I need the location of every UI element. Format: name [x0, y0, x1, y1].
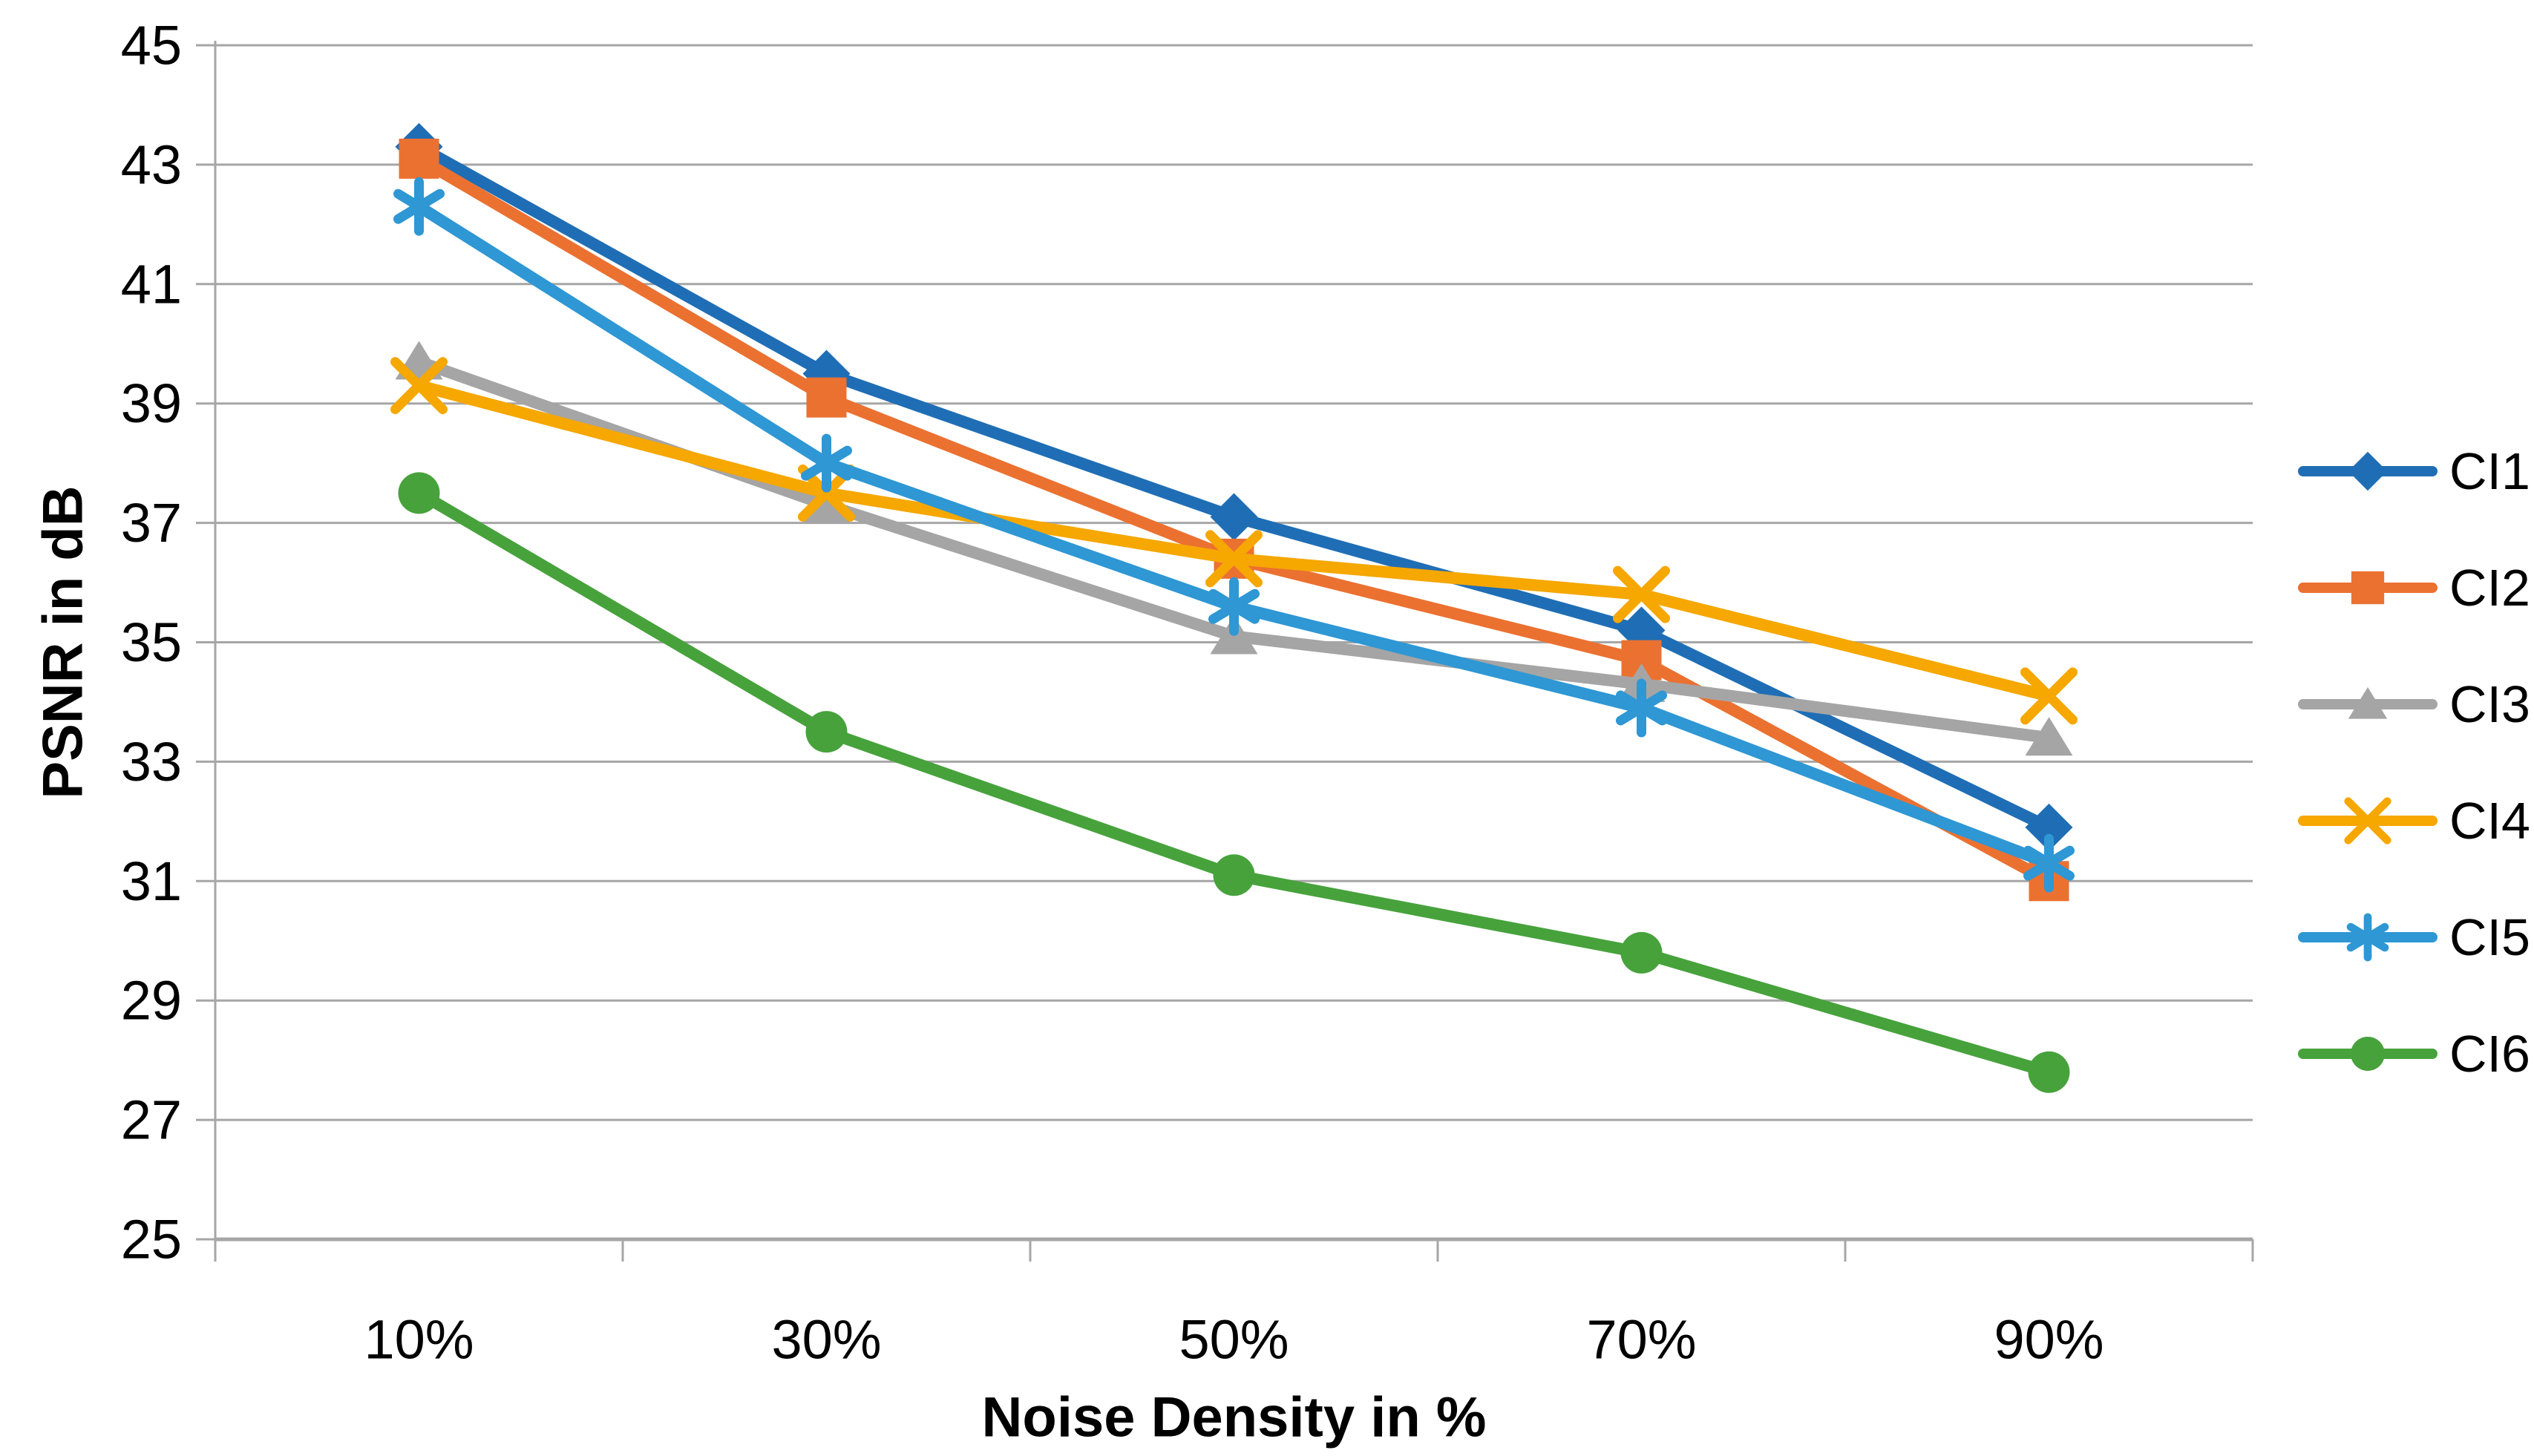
legend-item-CI4: CI4	[2298, 792, 2530, 850]
x-axis-tick-label: 90%	[1994, 1309, 2104, 1371]
legend-label-CI5: CI5	[2449, 908, 2530, 966]
circle-shape	[2028, 1051, 2070, 1093]
asterisk-shape	[1616, 678, 1667, 738]
legend-swatch-marker-CI3	[2348, 687, 2388, 719]
series-marker-CI1-50%	[1210, 493, 1258, 541]
series-marker-CI6-90%	[2028, 1051, 2070, 1093]
asterisk-shape	[1208, 577, 1260, 636]
y-axis-tick-label: 43	[121, 134, 182, 195]
circle-shape	[805, 711, 848, 753]
series-marker-CI5-90%	[2023, 833, 2075, 893]
x-shape	[2344, 797, 2391, 845]
x-shape	[390, 357, 448, 415]
y-axis-tick-label: 29	[121, 970, 182, 1032]
legend-swatch-marker-CI4	[2344, 797, 2391, 845]
y-axis-tick-label: 37	[121, 492, 182, 554]
series-marker-CI2-30%	[806, 377, 847, 418]
legend-item-CI2: CI2	[2298, 559, 2530, 617]
legend-label-CI4: CI4	[2449, 792, 2530, 850]
circle-shape	[1213, 854, 1255, 896]
triangle-shape	[802, 484, 851, 523]
series-marker-CI2-10%	[399, 138, 439, 179]
series-marker-CI6-10%	[398, 472, 440, 514]
series-line-CI1	[413, 140, 2055, 833]
x-shape	[2020, 667, 2078, 725]
square-shape	[2351, 571, 2385, 605]
series-marker-CI6-30%	[805, 711, 848, 753]
legend-swatch-marker-CI6	[2351, 1037, 2385, 1071]
y-axis-tick-label: 33	[121, 731, 182, 793]
asterisk-shape	[801, 433, 852, 493]
series-marker-CI6-50%	[1213, 854, 1255, 896]
series-marker-CI6-70%	[1620, 931, 1663, 974]
series-marker-CI4-90%	[2020, 667, 2078, 725]
series-marker-CI5-70%	[1616, 678, 1667, 738]
y-axis-tick-label: 45	[121, 15, 182, 76]
x-axis-title: Noise Density in %	[982, 1386, 1487, 1449]
y-axis-tick-label: 27	[121, 1089, 182, 1151]
legend-item-CI5: CI5	[2298, 908, 2530, 966]
series-marker-CI5-30%	[801, 433, 852, 493]
circle-shape	[398, 472, 440, 514]
x-axis-tick-label: 10%	[364, 1309, 474, 1371]
y-axis-tick-label: 31	[121, 850, 182, 912]
series-marker-CI5-50%	[1208, 577, 1260, 636]
asterisk-shape	[2346, 913, 2389, 962]
series-marker-CI4-10%	[390, 357, 448, 415]
legend-swatch-marker-CI5	[2346, 913, 2389, 962]
axis-labels-group: 45 43 41 39 37 35 33 31 29 27 25 10% 30% 50% 70% 90% Noi…	[32, 15, 2104, 1449]
x-axis-tick-label: 50%	[1179, 1309, 1289, 1371]
triangle-shape	[2025, 717, 2073, 756]
legend-item-CI6: CI6	[2298, 1025, 2530, 1083]
legend-swatch-marker-CI2	[2351, 571, 2385, 605]
series-marker-CI1-90%	[2025, 803, 2073, 851]
x-axis-tick-label: 70%	[1586, 1309, 1696, 1371]
x-axis-tick-label: 30%	[771, 1309, 881, 1371]
y-axis-tick-label: 35	[121, 611, 182, 673]
y-axis-tick-label: 25	[121, 1209, 182, 1270]
series-marker-CI4-70%	[1613, 565, 1670, 623]
diamond-shape	[2348, 451, 2388, 491]
y-axis-tick-label: 41	[121, 253, 182, 315]
legend: CI1 CI2 CI3 CI4 CI5 CI6	[2298, 442, 2530, 1083]
legend-swatch-marker-CI1	[2348, 451, 2388, 491]
diamond-shape	[1210, 493, 1258, 541]
legend-item-CI1: CI1	[2298, 442, 2530, 500]
series-marker-CI3-30%	[802, 484, 851, 523]
series-marker-CI3-90%	[2025, 717, 2073, 756]
y-axis-title: PSNR in dB	[32, 485, 95, 798]
circle-shape	[2351, 1037, 2385, 1071]
asterisk-shape	[2023, 833, 2075, 893]
x-shape	[1613, 565, 1670, 623]
legend-label-CI3: CI3	[2449, 675, 2530, 733]
legend-label-CI6: CI6	[2449, 1025, 2530, 1083]
diamond-shape	[2025, 803, 2073, 851]
square-shape	[806, 377, 847, 418]
asterisk-shape	[393, 177, 445, 236]
x-shape	[1205, 530, 1263, 588]
triangle-shape	[2348, 687, 2388, 719]
legend-item-CI3: CI3	[2298, 675, 2530, 733]
square-shape	[399, 138, 439, 179]
circle-shape	[1620, 931, 1663, 974]
series-marker-CI5-10%	[393, 177, 445, 236]
y-axis-tick-label: 39	[121, 373, 182, 434]
series-group	[390, 122, 2078, 1093]
legend-label-CI2: CI2	[2449, 559, 2530, 617]
series-marker-CI4-50%	[1205, 530, 1263, 588]
legend-label-CI1: CI1	[2449, 442, 2530, 500]
